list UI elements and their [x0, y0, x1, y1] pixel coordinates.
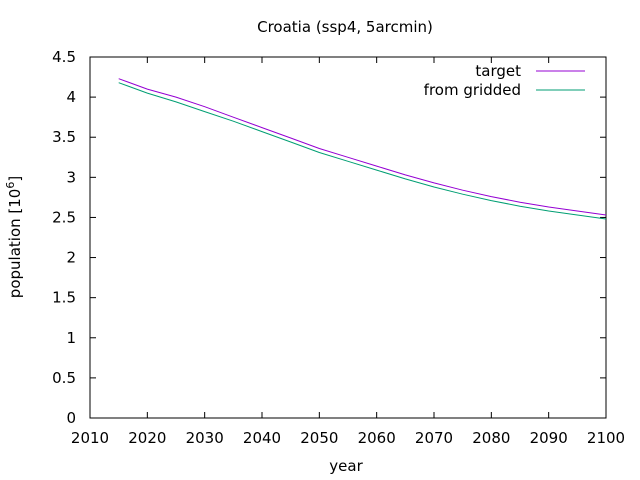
- series-layer: [118, 78, 607, 220]
- x-tick-label: 2090: [530, 429, 568, 447]
- x-tick-label: 2070: [415, 429, 453, 447]
- plot-area: [89, 56, 607, 419]
- legend-label-from-gridded: from gridded: [424, 81, 521, 99]
- plot-frame: [89, 56, 607, 419]
- y-tick-label: 4.5: [52, 48, 76, 66]
- x-tick-label: 2040: [243, 429, 281, 447]
- y-axis-label: population [106]: [4, 176, 24, 298]
- x-axis: 2010 2020 2030 2040 2050 2060 2070 2080 2090 2100: [71, 57, 625, 447]
- y-tick-label: 3.5: [52, 128, 76, 146]
- y-axis-label-close: ]: [6, 176, 24, 182]
- y-tick-label: 2: [66, 249, 76, 267]
- x-tick-label: 2020: [128, 429, 166, 447]
- legend: target from gridded: [424, 62, 585, 99]
- y-tick-label: 4: [66, 88, 76, 106]
- x-tick-label: 2010: [71, 429, 109, 447]
- chart-title: Croatia (ssp4, 5arcmin): [257, 18, 433, 36]
- y-axis-label-exponent: 6: [4, 182, 17, 189]
- y-tick-label: 0.5: [52, 369, 76, 387]
- y-tick-label: 3: [66, 168, 76, 186]
- series-line-from-gridded: [118, 82, 607, 220]
- x-tick-label: 2060: [358, 429, 396, 447]
- y-tick-label: 1.5: [52, 289, 76, 307]
- legend-label-target: target: [475, 62, 521, 80]
- x-tick-label: 2030: [186, 429, 224, 447]
- series-line-target: [118, 78, 607, 216]
- y-axis: 0 0.5 1 1.5 2 2.5 3 3.5 4 4.5: [52, 48, 606, 427]
- x-axis-label: year: [329, 457, 363, 475]
- y-tick-label: 2.5: [52, 208, 76, 226]
- x-tick-label: 2050: [300, 429, 338, 447]
- y-tick-label: 1: [66, 329, 76, 347]
- x-tick-label: 2080: [472, 429, 510, 447]
- y-axis-label-main: population [10: [6, 189, 24, 299]
- x-tick-label: 2100: [587, 429, 625, 447]
- y-tick-label: 0: [66, 409, 76, 427]
